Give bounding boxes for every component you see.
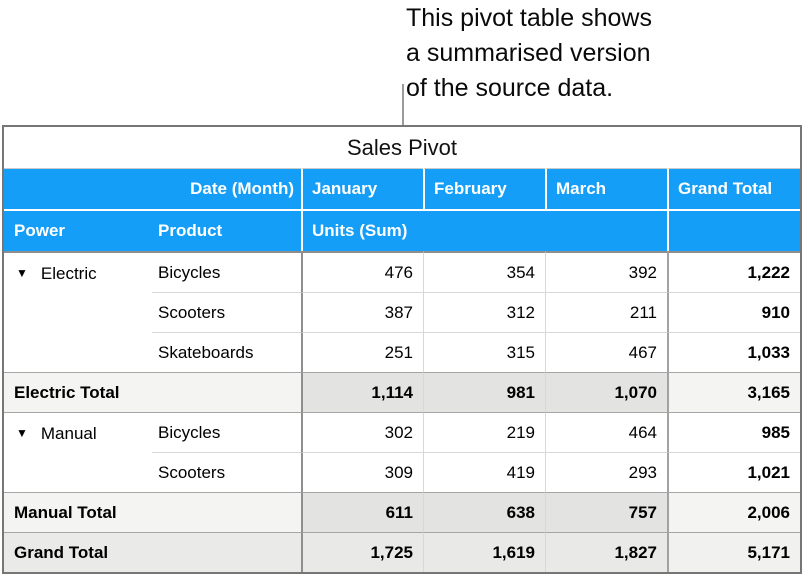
- cell-manual-scooters-jan[interactable]: 309: [301, 452, 423, 492]
- group-label-manual: Manual: [40, 424, 97, 443]
- table-row-electric-total: Electric Total 1,114 981 1,070 3,165: [4, 372, 800, 412]
- cell-electric-total-total[interactable]: 3,165: [667, 372, 800, 412]
- cell-grand-total-label[interactable]: Grand Total: [4, 532, 301, 572]
- cell-electric-bicycles-product[interactable]: Bicycles: [152, 251, 301, 292]
- cell-manual-scooters-total[interactable]: 1,021: [667, 452, 800, 492]
- table-row: ▼ Electric Bicycles 476 354 392 1,222: [4, 251, 800, 372]
- cell-manual-bicycles-feb[interactable]: 219: [423, 412, 545, 452]
- cell-grand-total-total[interactable]: 5,171: [667, 532, 800, 572]
- cell-electric-bicycles-feb[interactable]: 354: [423, 251, 545, 292]
- cell-electric-scooters-total[interactable]: 910: [667, 292, 800, 332]
- cell-electric-skateboards-mar[interactable]: 467: [545, 332, 667, 372]
- cell-manual-scooters-product[interactable]: Scooters: [152, 452, 301, 492]
- callout-line-3: of the source data.: [406, 74, 614, 102]
- cell-manual-scooters-mar[interactable]: 293: [545, 452, 667, 492]
- disclosure-triangle-icon[interactable]: ▼: [16, 266, 28, 280]
- disclosure-triangle-icon[interactable]: ▼: [16, 426, 28, 440]
- group-cell-electric[interactable]: ▼ Electric: [4, 251, 152, 372]
- cell-grand-total-jan[interactable]: 1,725: [301, 532, 423, 572]
- cell-electric-bicycles-jan[interactable]: 476: [301, 251, 423, 292]
- table-row-manual-total: Manual Total 611 638 757 2,006: [4, 492, 800, 532]
- cell-manual-total-label[interactable]: Manual Total: [4, 492, 301, 532]
- cell-electric-bicycles-total[interactable]: 1,222: [667, 251, 800, 292]
- cell-electric-bicycles-mar[interactable]: 392: [545, 251, 667, 292]
- header-power[interactable]: Power: [4, 209, 152, 251]
- header-product[interactable]: Product: [152, 209, 301, 251]
- group-cell-manual[interactable]: ▼ Manual: [4, 412, 152, 492]
- cell-manual-scooters-feb[interactable]: 419: [423, 452, 545, 492]
- cell-manual-bicycles-product[interactable]: Bicycles: [152, 412, 301, 452]
- cell-manual-bicycles-jan[interactable]: 302: [301, 412, 423, 452]
- header-date-month[interactable]: Date (Month): [4, 168, 301, 209]
- cell-electric-skateboards-total[interactable]: 1,033: [667, 332, 800, 372]
- cell-electric-total-label[interactable]: Electric Total: [4, 372, 301, 412]
- table-row: ▼ Manual Bicycles 302 219 464 985: [4, 412, 800, 492]
- cell-electric-scooters-mar[interactable]: 211: [545, 292, 667, 332]
- cell-manual-bicycles-total[interactable]: 985: [667, 412, 800, 452]
- cell-manual-total-feb[interactable]: 638: [423, 492, 545, 532]
- header-january[interactable]: January: [301, 168, 423, 209]
- callout-connector-line: [402, 84, 404, 125]
- cell-electric-total-jan[interactable]: 1,114: [301, 372, 423, 412]
- cell-electric-scooters-product[interactable]: Scooters: [152, 292, 301, 332]
- cell-electric-scooters-jan[interactable]: 387: [301, 292, 423, 332]
- callout-annotation: This pivot table shows a summarised vers…: [406, 1, 652, 106]
- cell-electric-skateboards-feb[interactable]: 315: [423, 332, 545, 372]
- cell-electric-total-mar[interactable]: 1,070: [545, 372, 667, 412]
- group-label-electric: Electric: [40, 264, 97, 283]
- cell-manual-bicycles-mar[interactable]: 464: [545, 412, 667, 452]
- cell-manual-total-jan[interactable]: 611: [301, 492, 423, 532]
- cell-grand-total-feb[interactable]: 1,619: [423, 532, 545, 572]
- cell-manual-total-total[interactable]: 2,006: [667, 492, 800, 532]
- callout-line-2: a summarised version: [406, 39, 651, 67]
- header-grand-total-empty-cell[interactable]: [667, 209, 800, 251]
- table-title[interactable]: Sales Pivot: [4, 127, 800, 168]
- cell-grand-total-mar[interactable]: 1,827: [545, 532, 667, 572]
- cell-electric-skateboards-product[interactable]: Skateboards: [152, 332, 301, 372]
- cell-electric-total-feb[interactable]: 981: [423, 372, 545, 412]
- table-row: Skateboards 251 315 467 1,033: [4, 332, 800, 372]
- table-row: Scooters 309 419 293 1,021: [4, 452, 800, 492]
- header-february[interactable]: February: [423, 168, 545, 209]
- cell-electric-skateboards-jan[interactable]: 251: [301, 332, 423, 372]
- header-grand-total[interactable]: Grand Total: [667, 168, 800, 209]
- header-march[interactable]: March: [545, 168, 667, 209]
- cell-manual-total-mar[interactable]: 757: [545, 492, 667, 532]
- cell-electric-scooters-feb[interactable]: 312: [423, 292, 545, 332]
- table-row: Scooters 387 312 211 910: [4, 292, 800, 332]
- callout-line-1: This pivot table shows: [406, 4, 652, 32]
- header-units-sum[interactable]: Units (Sum): [301, 209, 667, 251]
- table-row-grand-total: Grand Total 1,725 1,619 1,827 5,171: [4, 532, 800, 572]
- pivot-table: Sales Pivot Date (Month) January Februar…: [2, 125, 802, 574]
